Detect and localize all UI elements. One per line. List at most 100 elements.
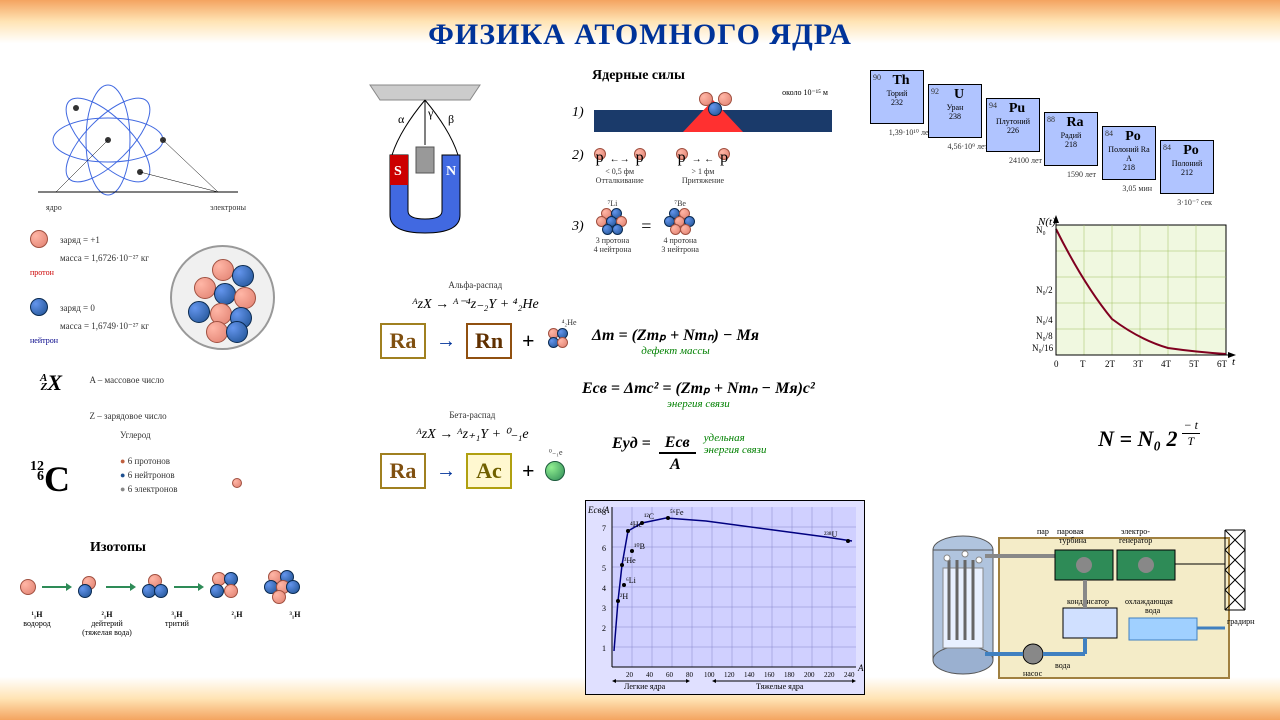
- specific-binding-denom: A: [670, 456, 681, 474]
- proton-mass: масса = 1,6726·10⁻²⁷ кг: [60, 253, 149, 263]
- carbon-composition: ● 6 протонов ● 6 нейтронов ● 6 электроно…: [120, 456, 178, 494]
- nuclear-forces-diagram: 1) около 10⁻¹⁵ м 2) p ←→ p < 0,5 фм Отта…: [572, 92, 832, 254]
- svg-text:80: 80: [686, 671, 694, 679]
- svg-text:²³⁸U: ²³⁸U: [824, 530, 838, 539]
- svg-text:S: S: [394, 164, 402, 179]
- nuclear-forces-title: Ядерные силы: [592, 68, 685, 84]
- decay-curve-chart: N(t) t N₀ N₀/2 N₀/4 N₀/8 N₀/16 0 T 2T 3T…: [1018, 215, 1238, 385]
- binding-energy-chart: ²H ³He ⁴He ⁶Li ¹⁰B ¹²C ⁵⁶Fe ²³⁸U Eсв/A A…: [585, 500, 865, 695]
- svg-text:охлаждающая: охлаждающая: [1125, 597, 1173, 606]
- alpha-daughter-box: Rn: [466, 323, 512, 359]
- svg-text:3: 3: [602, 604, 606, 613]
- decay-law-formula: N = N₀ 2 − t T: [1098, 426, 1200, 452]
- svg-text:160: 160: [764, 671, 775, 679]
- specific-binding-formula: Eуд = Eсв удельная энергия связи: [612, 432, 766, 456]
- svg-text:вода: вода: [1145, 606, 1161, 615]
- carbon-symbol: 126C: [30, 458, 70, 500]
- svg-text:¹⁰B: ¹⁰B: [634, 542, 645, 551]
- page-title: ФИЗИКА АТОМНОГО ЯДРА: [428, 18, 852, 52]
- svg-text:N₀/4: N₀/4: [1036, 315, 1053, 325]
- svg-text:вода: вода: [1055, 661, 1071, 670]
- svg-text:насос: насос: [1023, 669, 1043, 678]
- svg-text:A: A: [857, 663, 864, 673]
- neutron-name: нейтрон: [30, 336, 149, 345]
- svg-text:2T: 2T: [1105, 359, 1116, 369]
- electrons-label: электроны: [210, 203, 246, 212]
- svg-text:α: α: [398, 112, 405, 126]
- svg-text:²H: ²H: [620, 592, 628, 601]
- nuclide-notation: AZX A – массовое число Z – зарядовое чис…: [40, 370, 167, 424]
- proton-name: протон: [30, 268, 149, 277]
- svg-text:3T: 3T: [1133, 359, 1144, 369]
- charge-num-label: Z – зарядовое число: [90, 411, 167, 421]
- svg-text:40: 40: [646, 671, 654, 679]
- svg-text:7: 7: [602, 524, 606, 533]
- beta-daughter-box: Ac: [466, 453, 512, 489]
- svg-text:γ: γ: [427, 106, 434, 120]
- reactor-diagram: пар пароваятурбина электро-генератор кон…: [925, 520, 1255, 700]
- nucleus-label: ядро: [46, 203, 62, 212]
- isotopes-title: Изотопы: [90, 540, 146, 556]
- svg-text:градирня: градирня: [1227, 617, 1255, 626]
- radiation-magnet-diagram: α γ β S N: [350, 75, 500, 235]
- atom-orbits: [38, 70, 238, 210]
- svg-text:⁵⁶Fe: ⁵⁶Fe: [670, 508, 684, 517]
- svg-text:8: 8: [602, 508, 606, 517]
- svg-text:t: t: [1232, 356, 1236, 368]
- svg-text:200: 200: [804, 671, 815, 679]
- svg-text:Тяжелые ядра: Тяжелые ядра: [756, 682, 804, 691]
- mass-defect-formula: Δm = (Zmₚ + Nmₙ) − Mя дефект массы: [592, 325, 759, 357]
- beta-decay-formula: ᴬzX → ᴬz₊₁Y + ⁰₋₁e: [380, 426, 565, 443]
- svg-text:Легкие ядра: Легкие ядра: [624, 682, 666, 691]
- svg-text:Eсв/A: Eсв/A: [587, 505, 610, 515]
- svg-text:180: 180: [784, 671, 795, 679]
- svg-text:0: 0: [1054, 359, 1059, 369]
- svg-text:пар: пар: [1037, 527, 1049, 536]
- svg-text:240: 240: [844, 671, 855, 679]
- svg-text:220: 220: [824, 671, 835, 679]
- svg-text:β: β: [448, 112, 454, 126]
- svg-text:20: 20: [626, 671, 634, 679]
- svg-text:конденсатор: конденсатор: [1067, 597, 1109, 606]
- neutron-mass: масса = 1,6749·10⁻²⁷ кг: [60, 321, 149, 331]
- svg-text:5: 5: [602, 564, 606, 573]
- svg-text:⁶Li: ⁶Li: [626, 576, 637, 585]
- svg-text:6T: 6T: [1217, 359, 1228, 369]
- svg-text:1: 1: [602, 644, 606, 653]
- svg-text:N₀/16: N₀/16: [1032, 343, 1054, 353]
- svg-text:турбина: турбина: [1059, 536, 1087, 545]
- isotopes-labels: ¹₁Hводород ²₁Hдейтерий(тяжелая вода) ³₁H…: [20, 610, 310, 637]
- nucleus-diagram: [170, 245, 275, 350]
- neutron-charge: заряд = 0: [60, 303, 95, 313]
- svg-text:6: 6: [602, 544, 606, 553]
- svg-text:N₀: N₀: [1036, 225, 1046, 235]
- beta-decay-section: Бета-распад ᴬzX → ᴬz₊₁Y + ⁰₋₁e Ra → Ac +…: [380, 410, 565, 489]
- carbon-heading: Углерод: [120, 430, 151, 440]
- svg-text:³He: ³He: [624, 556, 636, 565]
- alpha-decay-section: Альфа-распад ᴬzX → ᴬ⁻⁴z₋₂Y + ⁴₂He Ra → R…: [380, 280, 571, 359]
- neutron-legend: заряд = 0 масса = 1,6749·10⁻²⁷ кг нейтро…: [30, 298, 149, 345]
- svg-text:60: 60: [666, 671, 674, 679]
- atom-model-diagram: ядро электроны: [38, 70, 238, 210]
- proton-legend: заряд = +1 масса = 1,6726·10⁻²⁷ кг прото…: [30, 230, 149, 277]
- alpha-decay-formula: ᴬzX → ᴬ⁻⁴z₋₂Y + ⁴₂He: [380, 296, 571, 313]
- svg-text:120: 120: [724, 671, 735, 679]
- svg-text:5T: 5T: [1189, 359, 1200, 369]
- alpha-parent-box: Ra: [380, 323, 426, 359]
- svg-text:2: 2: [602, 624, 606, 633]
- mass-num-label: A – массовое число: [90, 375, 165, 385]
- svg-text:100: 100: [704, 671, 715, 679]
- svg-text:паровая: паровая: [1057, 527, 1084, 536]
- svg-text:электро-: электро-: [1121, 527, 1150, 536]
- small-nucleon-icon: [232, 478, 242, 488]
- svg-text:140: 140: [744, 671, 755, 679]
- svg-text:T: T: [1080, 359, 1086, 369]
- svg-text:N₀/8: N₀/8: [1036, 331, 1053, 341]
- binding-energy-formula: Eсв = Δmc² = (Zmₚ + Nmₙ − Mя)c² энергия …: [582, 378, 815, 410]
- svg-text:4: 4: [602, 584, 606, 593]
- svg-text:N₀/2: N₀/2: [1036, 285, 1053, 295]
- svg-text:¹²C: ¹²C: [644, 512, 654, 521]
- svg-text:генератор: генератор: [1119, 536, 1152, 545]
- isotopes-row: [20, 570, 298, 604]
- beta-parent-box: Ra: [380, 453, 426, 489]
